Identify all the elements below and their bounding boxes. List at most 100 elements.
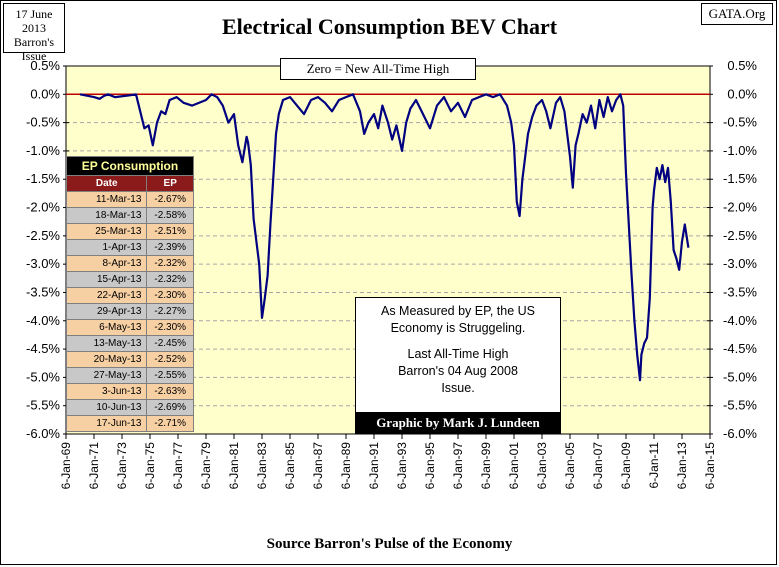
table-cell-date: 3-Jun-13 [65, 383, 148, 400]
table-cell-value: -2.30% [146, 319, 194, 336]
x-tick-label: 6-Jan-13 [675, 442, 689, 490]
table-cell-date: 27-May-13 [65, 367, 148, 384]
table-row: 13-May-13 -2.45% [65, 335, 194, 352]
series-line-ep [79, 93, 690, 382]
table-cell-value: -2.39% [146, 239, 194, 256]
table-row: 1-Apr-13 -2.39% [65, 239, 194, 256]
table-row: 8-Apr-13 -2.32% [65, 255, 194, 272]
y-tick-label-right: -1.0% [723, 143, 757, 158]
y-tick-label-right: -4.5% [723, 341, 757, 356]
table-cell-date: 17-Jun-13 [65, 415, 148, 432]
source-label: Source Barron's Pulse of the Economy [266, 536, 513, 552]
note-line-3: Last All-Time High [407, 347, 509, 361]
table-cell-date: 22-Apr-13 [65, 287, 148, 304]
y-axis-left: 0.5% 0.0% -0.5% -1.0% -1.5% -2.0% -2.5% -3.0% -3… [26, 58, 713, 441]
y-tick-label-right: 0.0% [727, 86, 757, 101]
issue-date: 17 June 2013 [15, 7, 53, 35]
y-tick-label-left: -5.0% [26, 369, 60, 384]
x-tick-label: 6-Jan-93 [395, 442, 409, 490]
x-tick-label: 6-Jan-07 [591, 442, 605, 490]
x-tick-label: 6-Jan-15 [703, 442, 717, 490]
table-cell-date: 15-Apr-13 [65, 271, 148, 288]
y-tick-label-left: 0.0% [30, 86, 60, 101]
note-line-5: Issue. [441, 381, 475, 395]
x-tick-label: 6-Jan-79 [199, 442, 213, 490]
note-line-2: Economy is Struggeling. [390, 321, 526, 335]
y-tick-label-left: -1.5% [26, 171, 60, 186]
table-row: 3-Jun-13 -2.63% [65, 383, 194, 400]
x-tick-label: 6-Jan-91 [367, 442, 381, 490]
table-cell-date: 20-May-13 [65, 351, 148, 368]
table-row: 10-Jun-13 -2.69% [65, 399, 194, 416]
x-tick-label: 6-Jan-09 [619, 442, 633, 490]
y-tick-label-left: -6.0% [26, 426, 60, 441]
y-tick-label-left: -5.5% [26, 398, 60, 413]
table-cell-value: -2.58% [146, 207, 194, 224]
y-tick-label-right: -5.0% [723, 369, 757, 384]
x-tick-label: 6-Jan-01 [507, 442, 521, 490]
table-row: 6-May-13 -2.30% [65, 319, 194, 336]
x-tick-label: 6-Jan-11 [647, 442, 661, 489]
annotation-box: As Measured by EP, the US Economy is Stru… [355, 297, 561, 433]
x-tick-label: 6-Jan-81 [227, 442, 241, 490]
table-row: 17-Jun-13 -2.71% [65, 415, 194, 432]
y-tick-label-right: 0.5% [727, 58, 757, 73]
table-cell-value: -2.27% [146, 303, 194, 320]
y-tick-label-left: 0.5% [30, 58, 60, 73]
table-cell-date: 11-Mar-13 [65, 191, 148, 208]
x-tick-label: 6-Jan-89 [339, 442, 353, 490]
table-cell-value: -2.32% [146, 255, 194, 272]
y-tick-label-right: -4.0% [723, 313, 757, 328]
y-axis-right: 0.5% 0.0% -0.5% -1.0% -1.5% -2.0% -2.5% -3.0% -3… [723, 58, 757, 441]
y-tick-label-right: -6.0% [723, 426, 757, 441]
table-row: 11-Mar-13 -2.67% [65, 191, 194, 208]
table-header-date: Date [65, 175, 148, 192]
table-cell-value: -2.45% [146, 335, 194, 352]
table-cell-date: 29-Apr-13 [65, 303, 148, 320]
table-cell-date: 6-May-13 [65, 319, 148, 336]
table-cell-value: -2.67% [146, 191, 194, 208]
x-tick-label: 6-Jan-75 [143, 442, 157, 490]
x-tick-label: 6-Jan-83 [255, 442, 269, 490]
y-tick-label-right: -0.5% [723, 115, 757, 130]
table-cell-value: -2.30% [146, 287, 194, 304]
x-tick-label: 6-Jan-99 [479, 442, 493, 490]
x-tick-label: 6-Jan-87 [311, 442, 325, 490]
table-header-value: EP [146, 175, 194, 192]
y-tick-label-left: -2.0% [26, 200, 60, 215]
table-row: 29-Apr-13 -2.27% [65, 303, 194, 320]
note-line-1: As Measured by EP, the US [380, 304, 536, 318]
x-tick-label: 6-Jan-03 [535, 442, 549, 490]
y-tick-label-left: -1.0% [26, 143, 60, 158]
x-tick-label: 6-Jan-97 [451, 442, 465, 490]
zero-note: Zero = New All-Time High [280, 58, 476, 80]
table-cell-value: -2.71% [146, 415, 194, 432]
table-title: EP Consumption [66, 156, 194, 176]
table-row: 27-May-13 -2.55% [65, 367, 194, 384]
x-tick-label: 6-Jan-95 [423, 442, 437, 490]
x-tick-label: 6-Jan-71 [87, 442, 101, 490]
table-cell-value: -2.55% [146, 367, 194, 384]
table-row: 22-Apr-13 -2.30% [65, 287, 194, 304]
y-tick-label-right: -3.0% [723, 256, 757, 271]
table-cell-date: 10-Jun-13 [65, 399, 148, 416]
x-tick-label: 6-Jan-85 [283, 442, 297, 490]
table-cell-value: -2.69% [146, 399, 194, 416]
table-cell-value: -2.52% [146, 351, 194, 368]
y-tick-label-left: -2.5% [26, 228, 60, 243]
y-tick-label-left: -3.5% [26, 284, 60, 299]
issue-date-box: 17 June 2013 Barron's Issue [3, 3, 65, 63]
table-cell-value: -2.63% [146, 383, 194, 400]
x-axis: 6-Jan-69 6-Jan-71 6-Jan-73 6-Jan-75 6-Jan-77… [59, 434, 717, 489]
y-tick-label-right: -2.0% [723, 200, 757, 215]
ep-consumption-table: EP Consumption Date EP 11-Mar-13 -2.67% 18… [65, 156, 194, 432]
credit-label: Graphic by Mark J. Lundeen [355, 412, 561, 434]
table-row: 25-Mar-13 -2.51% [65, 223, 194, 240]
y-tick-label-right: -1.5% [723, 171, 757, 186]
note-line-4: Barron's 04 Aug 2008 [398, 364, 518, 378]
table-row: 18-Mar-13 -2.58% [65, 207, 194, 224]
table-cell-date: 18-Mar-13 [65, 207, 148, 224]
x-tick-label: 6-Jan-69 [59, 442, 73, 490]
table-cell-date: 25-Mar-13 [65, 223, 148, 240]
y-tick-label-left: -4.0% [26, 313, 60, 328]
